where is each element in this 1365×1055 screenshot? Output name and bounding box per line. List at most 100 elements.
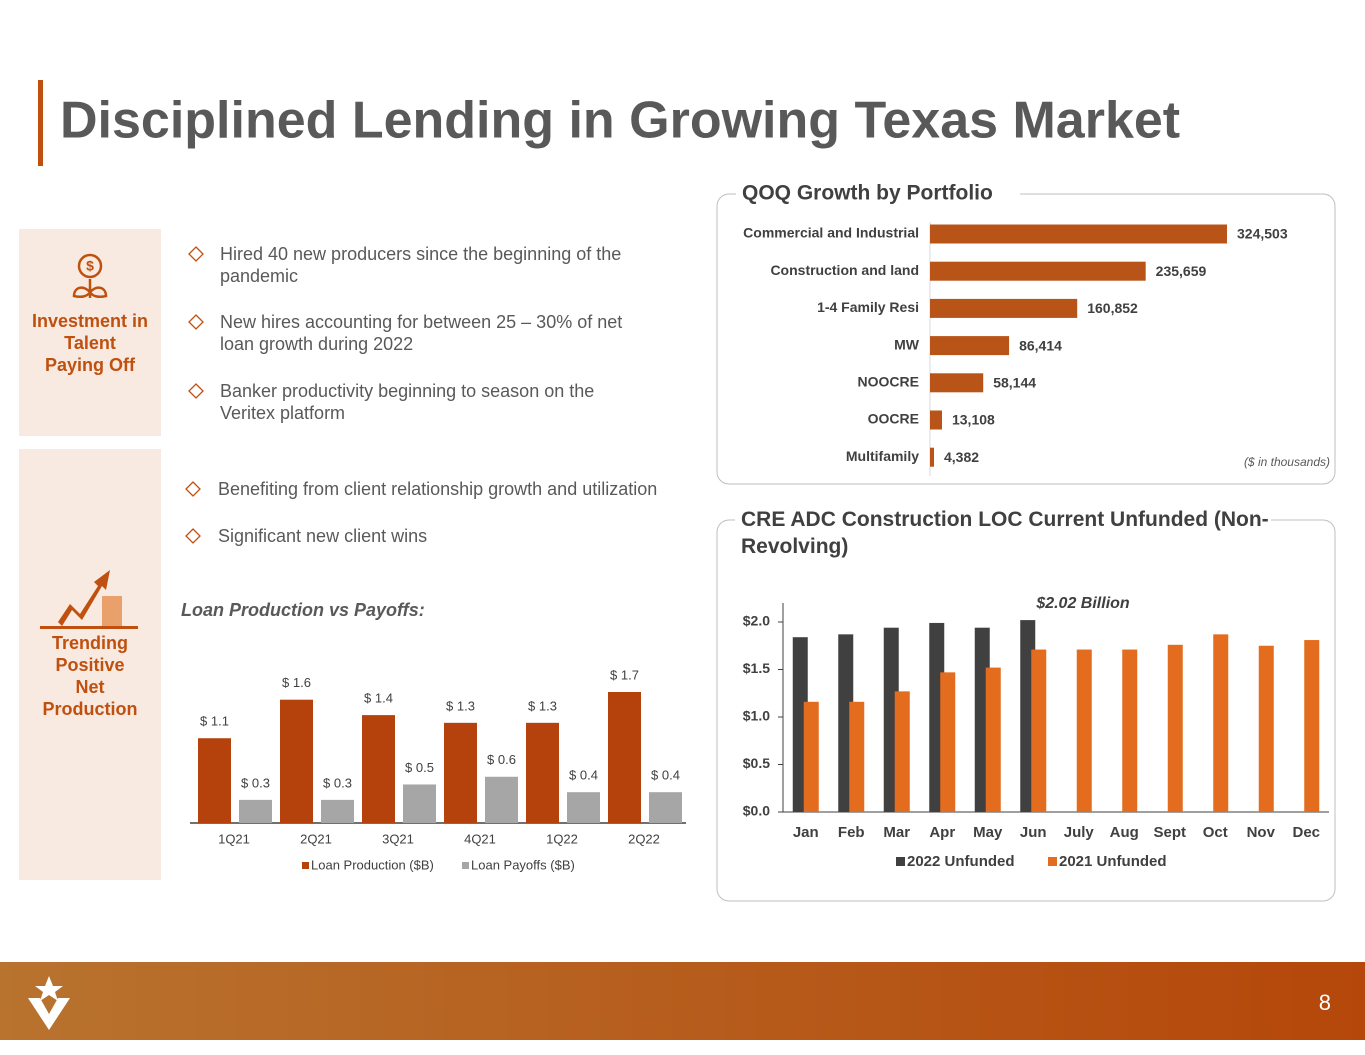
chart-title: QOQ Growth by Portfolio	[742, 182, 993, 205]
value-label: $ 0.4	[651, 768, 680, 783]
x-tick-label: Nov	[1247, 824, 1276, 841]
label-line: Talent	[64, 333, 116, 353]
value-label: $ 1.3	[446, 698, 475, 713]
growth-icon	[40, 570, 138, 629]
x-tick-label: Aug	[1110, 824, 1139, 841]
bar	[403, 784, 436, 823]
label-line: Net	[75, 677, 105, 697]
bar	[930, 298, 1078, 318]
bullet: Hired 40 new producers since the beginni…	[220, 244, 622, 286]
bar	[280, 699, 313, 823]
value-label: 86,414	[1019, 337, 1062, 353]
value-label: $ 1.1	[200, 714, 229, 729]
value-label: 58,144	[993, 375, 1036, 391]
value-label: $ 1.3	[528, 698, 557, 713]
x-tick-label: 1Q21	[218, 831, 250, 846]
legend-swatch	[1048, 857, 1057, 866]
bar	[1304, 640, 1320, 812]
diamond-markers	[185, 246, 204, 544]
bar	[849, 701, 865, 812]
bar	[239, 799, 272, 823]
bar	[930, 373, 984, 393]
category-label: MW	[894, 336, 920, 352]
value-label: 324,503	[1237, 226, 1288, 242]
value-label: $ 0.3	[323, 775, 352, 790]
bar	[930, 261, 1146, 281]
x-tick-label: Dec	[1292, 824, 1320, 841]
logo	[28, 976, 70, 1030]
bar	[485, 776, 518, 823]
value-label: 235,659	[1156, 263, 1207, 279]
legend-label: 2021 Unfunded	[1059, 853, 1167, 870]
bar	[803, 701, 819, 812]
bullet: Significant new client wins	[218, 526, 428, 546]
x-tick-label: Mar	[883, 824, 910, 841]
bullet: New hires accounting for between 25 – 30…	[220, 312, 623, 354]
bar	[1122, 649, 1138, 812]
chart-frame	[716, 193, 1336, 485]
value-label: $ 0.5	[405, 760, 434, 775]
value-label: 13,108	[952, 412, 995, 428]
talent-icon: $	[72, 253, 108, 299]
legend-swatch	[462, 862, 469, 869]
label-line: Investment in	[31, 311, 149, 331]
x-tick-label: May	[973, 824, 1003, 841]
bar	[940, 672, 956, 812]
legend-label: Loan Production ($B)	[311, 857, 434, 872]
bar	[1076, 649, 1092, 812]
section-label: Investment in Talent Paying Off	[19, 310, 161, 376]
bar	[321, 799, 354, 823]
bar	[649, 792, 682, 823]
x-tick-label: July	[1064, 824, 1095, 841]
bar	[198, 738, 231, 823]
page-title: Disciplined Lending in Growing Texas Mar…	[60, 92, 1180, 150]
x-tick-label: Apr	[929, 824, 955, 841]
x-tick-label: 1Q22	[546, 831, 578, 846]
section-label: Trending Positive Net Production	[19, 632, 161, 720]
value-label: $ 0.3	[241, 775, 270, 790]
category-label: 1-4 Family Resi	[817, 299, 919, 315]
bar	[985, 667, 1001, 812]
section-panel	[19, 449, 161, 880]
label-line: Paying Off	[44, 355, 135, 375]
bar	[362, 715, 395, 823]
bar	[1213, 634, 1229, 812]
x-tick-label: 3Q21	[382, 831, 414, 846]
bullet: Benefiting from client relationship grow…	[218, 479, 658, 499]
section-panel	[19, 229, 161, 436]
y-tick-label: $1.5	[743, 660, 770, 676]
y-tick-label: $2.0	[743, 613, 770, 629]
chart-title: Loan Production vs Payoffs:	[181, 600, 425, 620]
legend-swatch	[896, 857, 905, 866]
bar	[1258, 645, 1274, 812]
bar	[444, 722, 477, 823]
value-label: $ 1.4	[364, 691, 393, 706]
bar	[930, 224, 1227, 244]
label-line: Positive	[55, 655, 125, 675]
x-tick-label: Jan	[793, 824, 819, 841]
category-label: OOCRE	[868, 411, 919, 427]
title-mask	[736, 180, 1020, 208]
value-label: $ 1.6	[282, 675, 311, 690]
x-tick-label: Jun	[1020, 824, 1047, 841]
category-label: Commercial and Industrial	[743, 225, 919, 241]
bar	[1167, 644, 1183, 812]
value-label: $ 1.7	[610, 667, 639, 682]
x-tick-label: Sept	[1153, 824, 1186, 841]
bar	[1031, 649, 1047, 812]
value-label: 160,852	[1087, 300, 1138, 316]
x-tick-label: 4Q21	[464, 831, 496, 846]
label-line: Trending	[52, 633, 128, 653]
bullet: Banker productivity beginning to season …	[220, 381, 595, 423]
footer-band	[0, 962, 1365, 1040]
value-label: $ 0.4	[569, 768, 598, 783]
bar	[526, 722, 559, 823]
category-label: Construction and land	[770, 262, 919, 278]
y-tick-label: $0.5	[743, 755, 770, 771]
value-label: $ 0.6	[487, 752, 516, 767]
annotation: $2.02 Billion	[1035, 595, 1130, 612]
category-label: NOOCRE	[858, 374, 919, 390]
title-accent	[38, 80, 43, 166]
y-tick-label: $0.0	[743, 803, 770, 819]
x-tick-label: Oct	[1203, 824, 1228, 841]
